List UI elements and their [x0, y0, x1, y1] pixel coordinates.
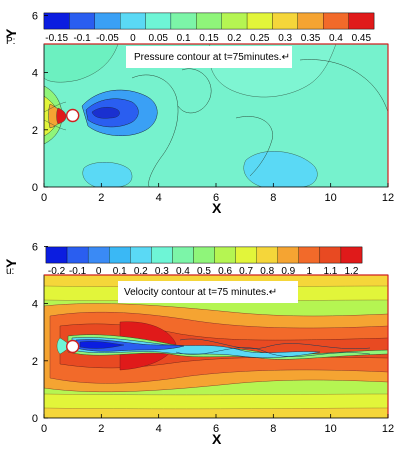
x-tick-label: 6 — [213, 423, 219, 435]
colorbar-tick-label: -0.1 — [69, 266, 87, 277]
colorbar-tick-label: -0.15 — [45, 33, 68, 44]
colorbar-swatch — [172, 246, 194, 264]
colorbar-swatch — [348, 12, 375, 30]
colorbar-tick-label: 0.2 — [227, 33, 241, 44]
colorbar-tick-label: 0.15 — [199, 33, 219, 44]
y-tick-label: 6 — [32, 10, 38, 22]
x-tick-label: 10 — [325, 423, 337, 435]
colorbar-swatch — [340, 246, 363, 264]
colorbar-tick-label: 0.2 — [134, 266, 148, 277]
x-tick-label: 0 — [41, 423, 47, 435]
velocity-obstacle-marker — [65, 339, 80, 354]
colorbar-tick-label: -0.1 — [73, 33, 91, 44]
pressure-ylabel: Y — [3, 28, 19, 38]
colorbar-swatch — [214, 246, 236, 264]
pressure-annotation-box — [126, 46, 292, 68]
colorbar-tick-label: 0.8 — [260, 266, 274, 277]
colorbar-swatch — [120, 12, 146, 30]
colorbar-swatch — [170, 12, 197, 30]
y-tick-label: 4 — [32, 299, 38, 311]
colorbar-swatch — [246, 12, 273, 30]
x-tick-label: 12 — [382, 192, 394, 204]
x-tick-label: 8 — [270, 192, 276, 204]
y-tick-label: 2 — [32, 356, 38, 368]
colorbar-swatch — [298, 246, 321, 264]
x-tick-label: 4 — [156, 192, 162, 204]
colorbar-tick-label: 0.1 — [177, 33, 191, 44]
velocity-panel: -0.2 -0.1 0 0.1 0.2 0.3 0.4 0.5 0.6 0.7 0.8 0.9 1 1.1… — [3, 241, 394, 447]
x-tick-label: 12 — [382, 423, 394, 435]
colorbar-swatch — [272, 12, 298, 30]
pressure-obstacle-marker — [65, 108, 80, 123]
colorbar-swatch — [130, 246, 152, 264]
colorbar-swatch — [196, 12, 222, 30]
colorbar-tick-label: 0.4 — [329, 33, 343, 44]
colorbar-swatch — [94, 12, 121, 30]
x-tick-label: 4 — [156, 423, 162, 435]
pressure-panel: -0.15 -0.1 -0.05 0 0.05 0.1 0.15 0.2 0.25 0.3 0.35… — [3, 10, 394, 216]
colorbar-swatch — [193, 246, 215, 264]
colorbar-tick-label: 1 — [307, 266, 313, 277]
velocity-ylabel: Y — [3, 258, 19, 268]
colorbar-swatch — [109, 246, 131, 264]
colorbar-tick-label: -0.2 — [48, 266, 66, 277]
x-tick-label: 6 — [213, 192, 219, 204]
velocity-annotation: Velocity contour at t=75 minutes.↵ — [124, 287, 277, 298]
colorbar-swatch — [69, 12, 95, 30]
y-tick-label: 0 — [32, 182, 38, 194]
colorbar-tick-label: 0.35 — [301, 33, 321, 44]
colorbar-swatch — [66, 246, 89, 264]
colorbar-swatch — [319, 246, 342, 264]
colorbar-tick-label: 0.7 — [239, 266, 253, 277]
pressure-annotation: Pressure contour at t=75minutes.↵ — [134, 52, 290, 63]
colorbar-tick-label: 1.1 — [323, 266, 337, 277]
y-tick-label: 6 — [32, 241, 38, 253]
velocity-variable-label: u: — [6, 266, 14, 277]
colorbar-tick-label: 0.6 — [218, 266, 232, 277]
y-tick-label: 0 — [32, 413, 38, 425]
velocity-xlabel: X — [212, 431, 222, 447]
colorbar-tick-label: 0.3 — [278, 33, 292, 44]
colorbar-tick-label: 0.5 — [197, 266, 211, 277]
colorbar-tick-label: 0.25 — [250, 33, 270, 44]
colorbar-tick-label: 1.2 — [345, 266, 359, 277]
x-tick-label: 10 — [325, 192, 337, 204]
colorbar-swatch — [87, 246, 110, 264]
colorbar-tick-label: 0 — [96, 266, 102, 277]
x-tick-label: 2 — [98, 423, 104, 435]
colorbar-swatch — [151, 246, 173, 264]
colorbar-tick-label: 0.45 — [352, 33, 372, 44]
y-tick-label: 2 — [32, 125, 38, 137]
colorbar-tick-label: 0 — [130, 33, 136, 44]
colorbar-swatch — [256, 246, 278, 264]
colorbar-swatch — [145, 12, 172, 30]
colorbar-swatch — [235, 246, 257, 264]
x-tick-label: 0 — [41, 192, 47, 204]
colorbar-swatch — [297, 12, 324, 30]
y-tick-label: 4 — [32, 68, 38, 80]
colorbar-tick-label: 0.1 — [113, 266, 127, 277]
colorbar-swatch — [277, 246, 299, 264]
velocity-annotation-box — [118, 281, 298, 303]
colorbar-swatch — [45, 246, 68, 264]
colorbar-tick-label: -0.05 — [96, 33, 119, 44]
pressure-xlabel: X — [212, 200, 222, 216]
colorbar-swatch — [323, 12, 349, 30]
colorbar-swatch — [221, 12, 248, 30]
colorbar-tick-label: 0.05 — [148, 33, 168, 44]
pressure-variable-label: P: — [6, 36, 15, 47]
colorbar-tick-label: 0.9 — [281, 266, 295, 277]
colorbar-tick-label: 0.3 — [155, 266, 169, 277]
colorbar-tick-label: 0.4 — [176, 266, 190, 277]
x-tick-label: 2 — [98, 192, 104, 204]
x-tick-label: 8 — [270, 423, 276, 435]
